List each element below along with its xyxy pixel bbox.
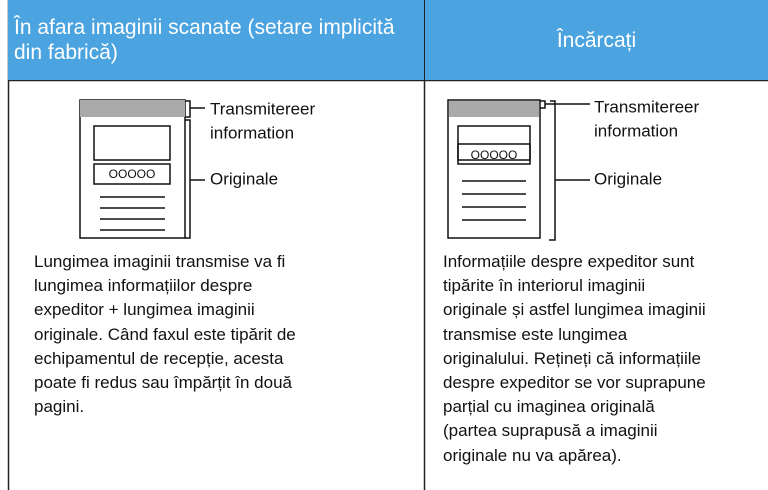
column-header: Încărcați: [425, 0, 768, 80]
text-line: poate fi redus sau împărțit în două: [34, 372, 292, 392]
text-line: originalului. Rețineți că informațiile: [443, 348, 701, 368]
text-line: transmise este lungimea: [443, 324, 628, 344]
description: Informațiile despre expeditor sunt tipări…: [443, 250, 768, 468]
text-line: Informațiile despre expeditor sunt: [443, 252, 695, 271]
text-line: (partea suprapusă a imaginii: [443, 421, 658, 441]
sender-label: Transmitereer: [594, 97, 700, 116]
text-line: pagini.: [34, 397, 85, 417]
text-line: despre expeditor se vor suprapune: [443, 372, 706, 392]
sender-label: information: [210, 123, 294, 142]
text-line: originale și astfel lungimea imaginii: [443, 300, 706, 320]
button-text: OOOOO: [471, 148, 518, 162]
text-line: lungimea informațiilor despre: [34, 276, 253, 296]
text-line: parțial cu imaginea originală: [443, 397, 655, 417]
text-line: tipărite în interiorul imaginii: [443, 276, 646, 296]
text-line: Lungimea imaginii transmise va fi: [34, 252, 286, 271]
sender-label: information: [594, 121, 678, 140]
description: Lungimea imaginii transmise va fi lungime…: [34, 250, 422, 419]
document-icon: [79, 99, 205, 239]
text-line: originale. Când faxul este tipărit de: [34, 324, 296, 344]
button-text: OOOOO: [109, 167, 156, 181]
document-icon: [447, 99, 590, 241]
sender-label: Transmitereer: [210, 99, 316, 118]
original-label: Originale: [594, 169, 662, 188]
original-label: Originale: [210, 169, 278, 188]
text-line: originale nu va apărea).: [443, 445, 622, 465]
text-line: echipamentul de recepție, acesta: [34, 348, 284, 368]
column-header: În afara imaginii scanate (setare implic…: [8, 0, 424, 80]
text-line: expeditor + lungimea imaginii: [34, 300, 255, 320]
